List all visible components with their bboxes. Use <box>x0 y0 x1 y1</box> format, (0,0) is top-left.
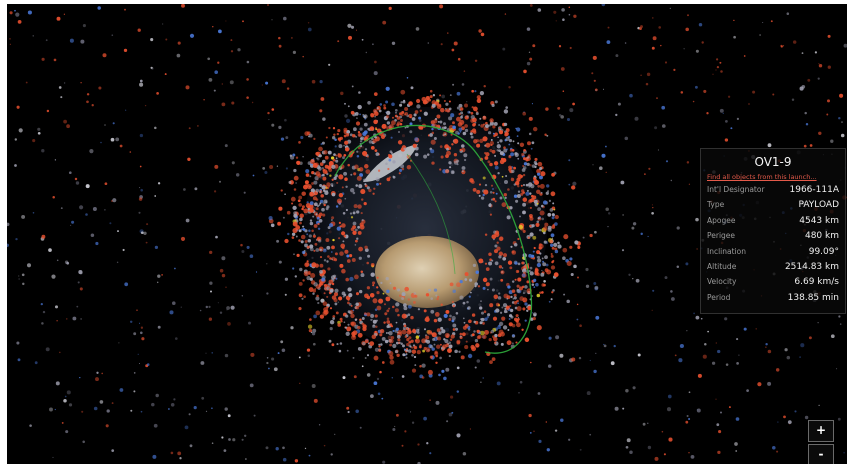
satellite-name: OV1-9 <box>754 155 792 169</box>
satellite-viewport[interactable]: OV1-9 Find all objects from this launch.… <box>7 4 847 464</box>
info-row-altitude: Altitude 2514.83 km <box>707 262 839 277</box>
info-label: Inclination <box>707 246 746 256</box>
info-value: 138.85 min <box>787 292 839 303</box>
info-value: 6.69 km/s <box>794 277 839 288</box>
info-row-inclination: Inclination 99.09° <box>707 247 839 262</box>
info-row-perigee: Perigee 480 km <box>707 231 839 246</box>
info-label: Period <box>707 292 731 302</box>
info-row-apogee: Apogee 4543 km <box>707 216 839 231</box>
satellite-info-panel: OV1-9 Find all objects from this launch.… <box>700 148 846 314</box>
find-launch-objects-link[interactable]: Find all objects from this launch... <box>707 173 817 181</box>
info-label: Altitude <box>707 261 737 271</box>
info-value: 480 km <box>804 231 839 242</box>
info-value: 4543 km <box>799 215 839 226</box>
info-label: Type <box>707 200 725 210</box>
info-value: PAYLOAD <box>798 200 839 211</box>
background-stars <box>7 4 847 464</box>
orbit-path-icon <box>334 124 533 354</box>
info-label: Int'l Designator <box>707 185 765 194</box>
earth-globe-icon <box>303 107 547 351</box>
zoom-out-button[interactable]: - <box>808 444 834 464</box>
info-label: Apogee <box>707 215 736 225</box>
earth-cloud <box>363 144 418 182</box>
info-row-period: Period 138.85 min <box>707 293 839 308</box>
info-label: Perigee <box>707 231 736 241</box>
info-label: Velocity <box>707 277 737 287</box>
orbit-path-secondary <box>406 153 456 275</box>
info-row-velocity: Velocity 6.69 km/s <box>707 277 839 292</box>
info-row-type: Type PAYLOAD <box>707 200 839 215</box>
space-scene[interactable] <box>7 4 847 464</box>
info-value: 99.09° <box>808 246 839 257</box>
info-value: 1966-111A <box>789 185 840 195</box>
info-row-designator: Int'l Designator 1966-111A <box>707 185 839 200</box>
info-value: 2514.83 km <box>784 261 839 272</box>
zoom-in-button[interactable]: + <box>808 420 834 442</box>
debris-ring <box>268 83 581 379</box>
